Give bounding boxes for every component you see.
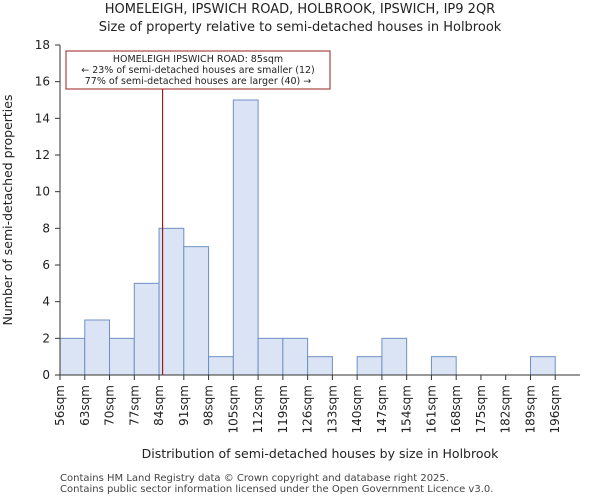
annotation-line-3: 77% of semi-detached houses are larger (… xyxy=(85,76,312,87)
bar-161sqm xyxy=(430,356,457,376)
x-tick-label: 119sqm xyxy=(276,385,290,433)
x-tick-label: 105sqm xyxy=(226,385,240,433)
bar-105sqm xyxy=(232,99,259,376)
chart-subtitle: Size of property relative to semi-detach… xyxy=(98,20,502,35)
bar-98sqm xyxy=(208,356,234,376)
x-tick-label: 70sqm xyxy=(103,385,117,426)
x-tick-label: 189sqm xyxy=(523,385,537,433)
x-tick-label: 133sqm xyxy=(325,385,339,433)
x-tick-label: 196sqm xyxy=(548,385,562,433)
annotation-line-2: ← 23% of semi-detached houses are smalle… xyxy=(81,65,315,76)
y-tick-label: 10 xyxy=(35,185,50,199)
y-axis-ticks: 0 2 4 6 8 10 12 14 16 18 xyxy=(35,38,60,382)
x-tick-label: 63sqm xyxy=(78,385,92,426)
x-tick-label: 182sqm xyxy=(499,385,513,433)
x-tick-label: 154sqm xyxy=(400,385,414,433)
x-tick-label: 175sqm xyxy=(474,385,488,433)
bar-140sqm xyxy=(356,356,383,376)
bar-77sqm xyxy=(133,282,160,376)
bar-119sqm xyxy=(282,337,309,376)
bar-91sqm xyxy=(183,246,210,376)
bar-126sqm xyxy=(307,356,333,376)
y-tick-label: 8 xyxy=(42,221,50,235)
x-tick-label: 91sqm xyxy=(177,385,191,426)
bar-189sqm xyxy=(529,356,556,376)
x-tick-label: 140sqm xyxy=(350,385,364,433)
y-tick-label: 2 xyxy=(42,331,50,345)
x-tick-label: 126sqm xyxy=(301,385,315,433)
property-annotation: HOMELEIGH IPSWICH ROAD: 85sqm ← 23% of s… xyxy=(65,50,331,90)
y-tick-label: 14 xyxy=(35,111,50,125)
y-tick-label: 18 xyxy=(35,38,50,52)
x-tick-label: 98sqm xyxy=(202,385,216,426)
y-axis-label: Number of semi-detached properties xyxy=(0,95,15,326)
x-tick-label: 56sqm xyxy=(53,385,67,426)
bar-56sqm xyxy=(59,337,86,376)
x-tick-label: 161sqm xyxy=(424,385,438,433)
y-tick-label: 16 xyxy=(35,75,50,89)
y-tick-label: 4 xyxy=(42,295,50,309)
annotation-box xyxy=(65,50,331,90)
x-tick-label: 168sqm xyxy=(449,385,463,433)
x-axis-label: Distribution of semi-detached houses by … xyxy=(142,446,500,461)
annotation-line-1: HOMELEIGH IPSWICH ROAD: 85sqm xyxy=(113,54,283,65)
chart-title: HOMELEIGH, IPSWICH ROAD, HOLBROOK, IPSWI… xyxy=(104,2,496,17)
bar-112sqm xyxy=(257,337,284,376)
footer-line-1: Contains HM Land Registry data © Crown c… xyxy=(60,473,449,484)
x-tick-label: 84sqm xyxy=(152,385,166,426)
x-tick-label: 77sqm xyxy=(127,385,141,426)
bars-group xyxy=(59,99,556,376)
y-tick-label: 6 xyxy=(42,258,50,272)
y-tick-label: 12 xyxy=(35,148,50,162)
x-tick-label: 112sqm xyxy=(251,385,265,433)
bar-63sqm xyxy=(84,319,111,376)
y-tick-label: 0 xyxy=(42,368,50,382)
bar-147sqm xyxy=(381,337,408,376)
x-tick-label: 147sqm xyxy=(375,385,389,433)
bar-70sqm xyxy=(109,337,135,376)
footer-line-2: Contains public sector information licen… xyxy=(60,484,494,495)
x-axis-ticks: 56sqm 63sqm 70sqm 77sqm 84sqm 91sqm 98sqm 105sq… xyxy=(53,375,562,433)
